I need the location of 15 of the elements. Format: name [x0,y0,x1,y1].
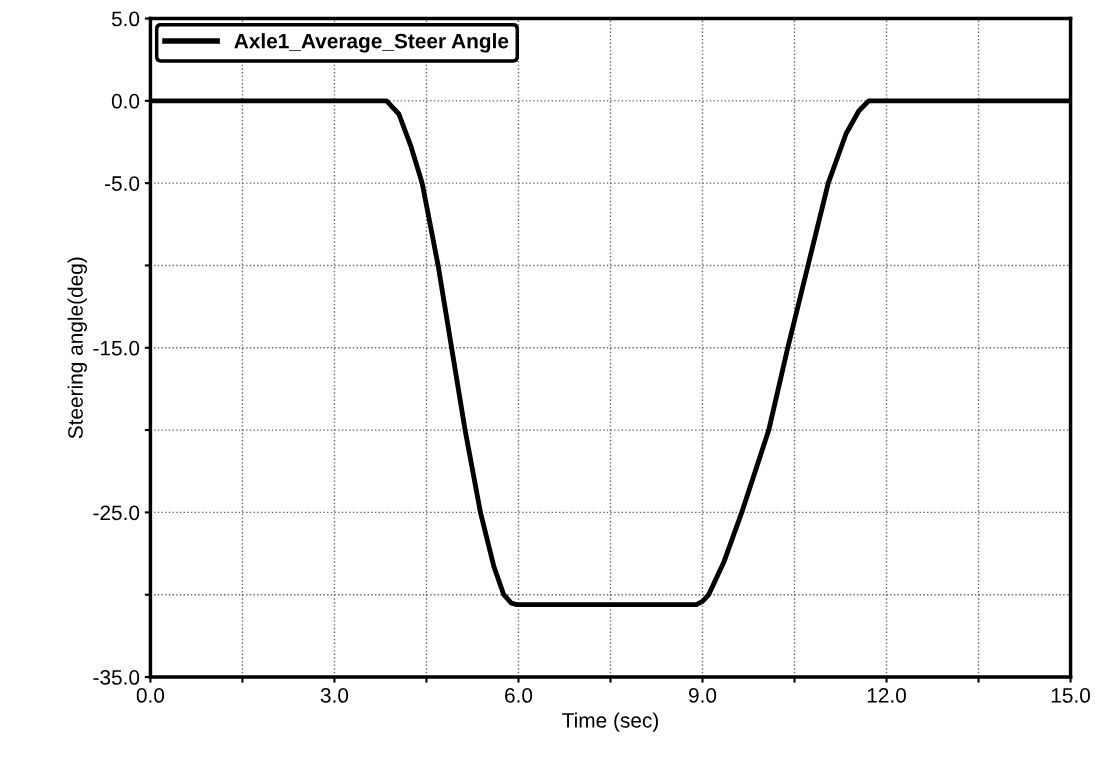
x-tick-label: 3.0 [320,688,349,703]
x-axis-title: Time (sec) [562,712,658,732]
x-tick-label: 12.0 [867,688,906,703]
legend-label: Axle1_Average_Steer Angle [234,33,509,53]
x-tick-label: 15.0 [1051,688,1091,703]
x-tick-label: 6.0 [505,688,533,703]
y-tick-label: 5.0 [111,11,140,27]
y-tick-label: -25.0 [93,505,140,521]
x-tick-label: 9.0 [689,688,717,703]
y-tick-label: -15.0 [93,340,140,356]
y-axis-title: Steering angle(deg) [67,257,87,439]
y-tick-label: -5.0 [105,176,140,191]
x-tick-label: 0.0 [136,688,165,703]
y-tick-label: -35.0 [93,670,140,685]
y-tick-label: 0.0 [111,93,140,109]
